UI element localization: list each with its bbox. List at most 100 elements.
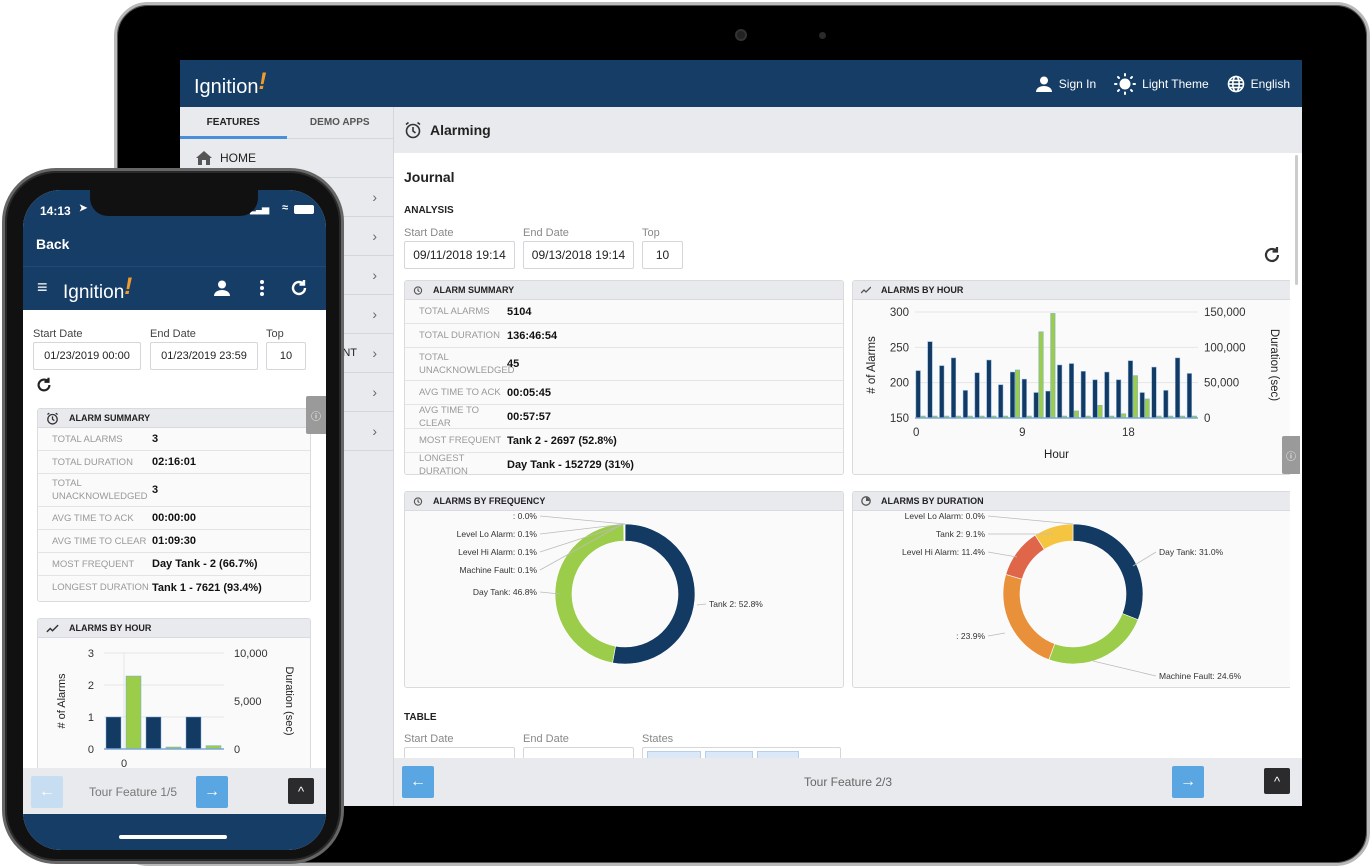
alarms-by-frequency-chart: : 0.0% Level Lo Alarm: 0.1% Level Hi Alarm… — [457, 511, 763, 665]
theme-toggle[interactable]: Light Theme — [1114, 72, 1209, 95]
phone-start-date-input[interactable]: 01/23/2019 00:00 — [33, 342, 141, 370]
svg-text:0: 0 — [234, 744, 240, 756]
alarm-summary-panel: ALARM SUMMARY TOTAL ALARMS 5104 TOTAL DUR… — [404, 280, 844, 475]
tablet-screen: Ignition! Sign In Light Theme English FE… — [180, 60, 1302, 806]
info-tab[interactable]: ⓘ — [1282, 436, 1300, 474]
chevron-right-icon: › — [372, 228, 377, 244]
svg-text:Machine Fault: 24.6%: Machine Fault: 24.6% — [1159, 671, 1242, 681]
svg-text:10,000: 10,000 — [234, 648, 268, 660]
end-date-label: End Date — [523, 227, 569, 239]
arrow-left-icon: ← — [410, 773, 426, 790]
scrollbar[interactable] — [1295, 155, 1298, 285]
globe-icon — [1227, 75, 1244, 92]
table-start-date-label: Start Date — [404, 733, 454, 745]
alarm-clock-icon — [413, 497, 423, 506]
tab-features[interactable]: FEATURES — [180, 107, 287, 139]
svg-text:50,000: 50,000 — [1204, 378, 1239, 390]
svg-text:150,000: 150,000 — [1204, 307, 1246, 319]
location-icon: ➤ — [79, 203, 88, 214]
tour-label: Tour Feature 2/3 — [803, 775, 893, 789]
svg-text:0: 0 — [88, 744, 94, 756]
table-start-date-input[interactable] — [404, 747, 515, 758]
arrow-left-icon: ← — [39, 783, 55, 800]
svg-text:Level Lo Alarm: 0.1%: Level Lo Alarm: 0.1% — [457, 529, 538, 539]
table-end-date-input[interactable] — [523, 747, 634, 758]
phone-info-tab[interactable]: ⓘ — [306, 396, 326, 434]
tour-next-button[interactable]: → — [1172, 766, 1204, 798]
collapse-tour-button[interactable]: ^ — [1264, 768, 1290, 794]
chevron-up-icon: ^ — [297, 783, 305, 799]
svg-text:0: 0 — [1204, 413, 1210, 425]
section-title: Journal — [404, 169, 455, 185]
chevron-right-icon: › — [372, 384, 377, 400]
chevron-right-icon: › — [372, 189, 377, 205]
alarms-by-duration-chart: Level Lo Alarm: 0.0% Tank 2: 9.1% Level Hi… — [902, 511, 1242, 681]
state-chip[interactable] — [705, 751, 753, 758]
alarm-clock-icon — [405, 121, 421, 139]
page-title: Alarming — [430, 122, 491, 138]
refresh-button[interactable] — [1262, 245, 1282, 265]
tour-bar: ← Tour Feature 2/3 → ^ — [394, 758, 1302, 806]
svg-text:Day Tank: 46.8%: Day Tank: 46.8% — [473, 587, 538, 597]
tab-demo-apps[interactable]: DEMO APPS — [309, 117, 370, 128]
home-indicator[interactable] — [119, 835, 227, 839]
arrow-right-icon: → — [204, 783, 220, 800]
phone-notch — [90, 190, 258, 216]
svg-text:Tank 2: 9.1%: Tank 2: 9.1% — [936, 529, 986, 539]
phone-end-date-input[interactable]: 01/23/2019 23:59 — [150, 342, 258, 370]
state-chip[interactable] — [647, 751, 701, 758]
svg-text:250: 250 — [890, 342, 909, 354]
end-date-input[interactable]: 09/13/2018 19:14 — [523, 241, 634, 269]
back-button[interactable]: Back — [23, 230, 326, 266]
info-icon: ⓘ — [311, 411, 321, 423]
svg-text:# of Alarms: # of Alarms — [56, 673, 68, 729]
top-bar: Ignition! Sign In Light Theme English — [180, 60, 1302, 107]
user-icon[interactable] — [213, 279, 231, 297]
pie-chart-icon — [861, 496, 871, 506]
tour-prev-button[interactable]: ← — [402, 766, 434, 798]
svg-text:5,000: 5,000 — [234, 696, 262, 708]
states-label: States — [642, 733, 674, 745]
alarms-by-frequency-panel: ALARMS BY FREQUENCY : 0.0% Level Lo Alarm… — [404, 491, 844, 688]
phone-refresh-button[interactable] — [35, 376, 53, 394]
phone-collapse-tour-button[interactable]: ^ — [288, 778, 314, 804]
chevron-right-icon: › — [372, 423, 377, 439]
refresh-icon[interactable] — [289, 278, 309, 298]
sign-in-button[interactable]: Sign In — [1035, 75, 1096, 93]
status-time: 14:13 — [40, 204, 71, 218]
start-date-input[interactable]: 09/11/2018 19:14 — [404, 241, 515, 269]
ignition-logo[interactable]: Ignition! — [63, 273, 133, 303]
page-header: Alarming — [394, 107, 1302, 153]
svg-text:Level Hi Alarm: 0.1%: Level Hi Alarm: 0.1% — [458, 547, 537, 557]
phone-app-bar: ≡ Ignition! — [23, 266, 326, 310]
wifi-icon: ≈ — [281, 202, 288, 214]
chevron-right-icon: › — [372, 306, 377, 322]
phone-top-input[interactable]: 10 — [266, 342, 306, 370]
state-chip[interactable] — [757, 751, 799, 758]
content-scroll[interactable]: Journal ANALYSIS Start Date 09/11/2018 1… — [404, 153, 1290, 758]
alarms-by-hour-chart: 150 200 250 300 0 50,000 100,000 150,000 # of Al… — [866, 307, 1280, 461]
ignition-logo[interactable]: Ignition! — [194, 68, 267, 98]
top-input[interactable]: 10 — [642, 241, 683, 269]
phone-alarm-summary-panel: ALARM SUMMARY TOTAL ALARMS 3 TOTAL DURATI… — [37, 408, 311, 602]
chevron-up-icon: ^ — [1273, 773, 1281, 789]
phone-tour-next-button[interactable]: → — [196, 776, 228, 808]
alarms-by-hour-panel: ALARMS BY HOUR 150 200 250 300 0 50,000 100,00… — [852, 280, 1290, 475]
svg-text:: 0.0%: : 0.0% — [513, 511, 538, 521]
alarms-by-duration-panel: ALARMS BY DURATION Level Lo Alarm: 0.0% T… — [852, 491, 1290, 688]
sidebar-item-home[interactable]: HOME — [180, 139, 393, 178]
more-vertical-icon[interactable] — [259, 279, 265, 297]
svg-text:300: 300 — [890, 307, 909, 319]
svg-text:0: 0 — [121, 758, 127, 770]
states-multiselect[interactable] — [642, 747, 841, 758]
svg-text:Duration (sec): Duration (sec) — [1268, 329, 1280, 401]
hamburger-menu-icon[interactable]: ≡ — [37, 277, 48, 297]
phone-tour-prev-button[interactable]: ← — [31, 776, 63, 808]
phone-tour-label: Tour Feature 1/5 — [89, 785, 178, 799]
svg-text:3: 3 — [88, 648, 94, 660]
trend-line-icon — [861, 286, 871, 294]
svg-text:Duration (sec): Duration (sec) — [283, 666, 295, 735]
language-selector[interactable]: English — [1227, 75, 1290, 93]
trend-line-icon — [46, 624, 59, 632]
svg-text:9: 9 — [1019, 427, 1025, 439]
